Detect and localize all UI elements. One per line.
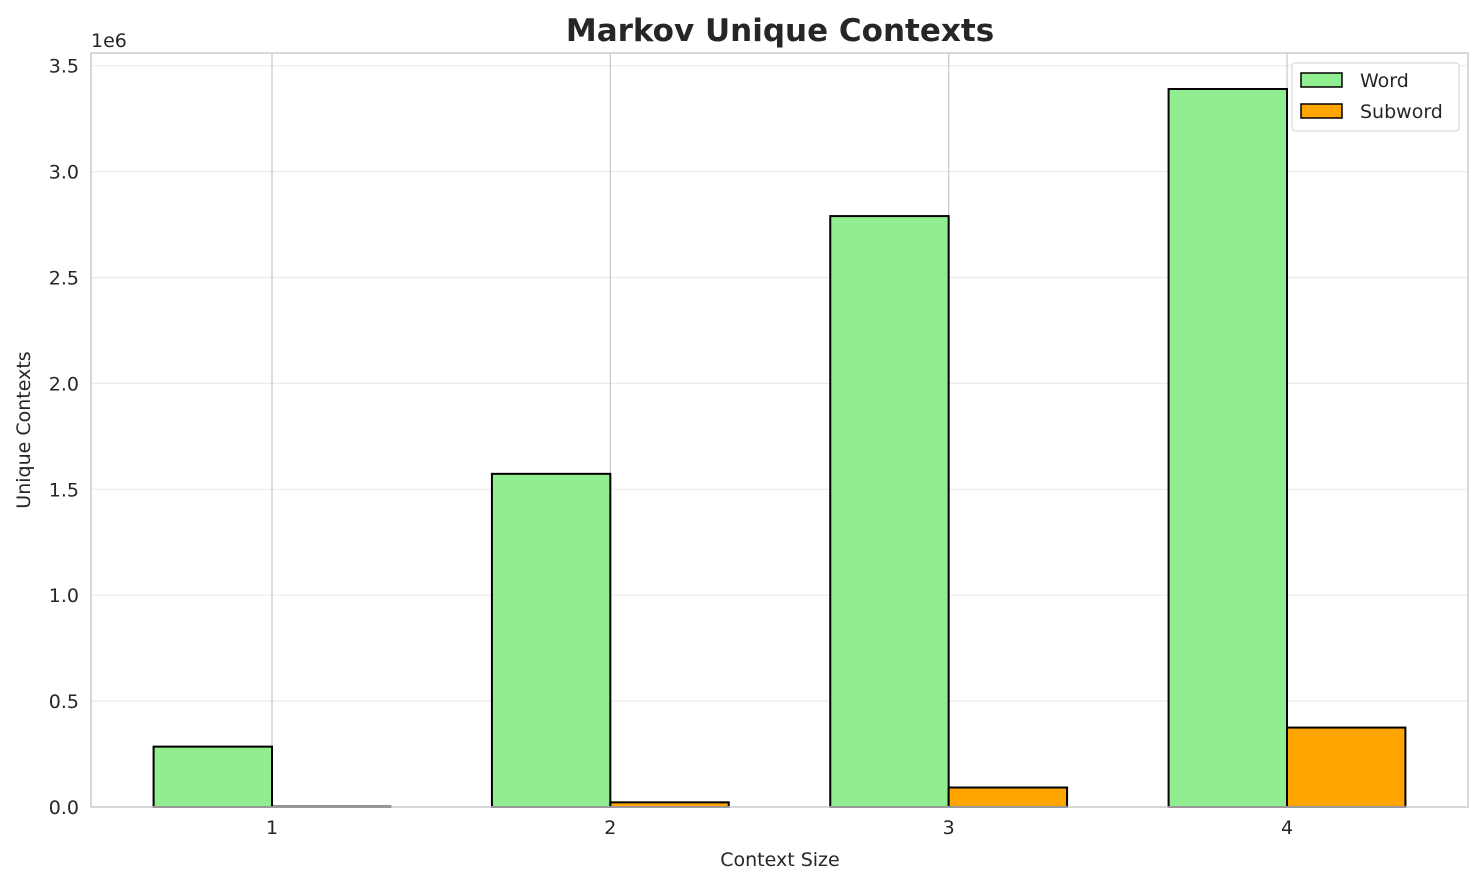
legend: Word Subword (1292, 63, 1459, 131)
y-tick-label: 3.5 (49, 56, 79, 78)
y-tick-label: 3.0 (49, 162, 79, 184)
bar-word-3 (830, 216, 948, 807)
y-offset-label: 1e6 (91, 30, 127, 52)
x-tick-label: 4 (1281, 817, 1293, 839)
y-tick-label: 0.0 (49, 797, 79, 819)
bar-subword-4 (1287, 728, 1405, 807)
y-tick-label: 0.5 (49, 691, 79, 713)
legend-swatch-subword (1301, 104, 1342, 118)
bar-word-4 (1169, 89, 1287, 807)
y-tick-label: 2.0 (49, 373, 79, 395)
legend-label-word: Word (1360, 70, 1409, 92)
y-tick-label: 1.0 (49, 585, 79, 607)
legend-swatch-word (1301, 73, 1342, 87)
x-tick-label: 3 (943, 817, 955, 839)
bar-word-1 (154, 747, 272, 807)
y-tick-label: 1.5 (49, 479, 79, 501)
x-tick-label: 1 (266, 817, 278, 839)
x-tick-label: 2 (604, 817, 616, 839)
y-tick-label: 2.5 (49, 268, 79, 290)
chart-title: Markov Unique Contexts (566, 13, 994, 49)
bar-subword-3 (949, 788, 1067, 807)
y-axis-label: Unique Contexts (13, 351, 35, 508)
x-axis-label: Context Size (720, 849, 839, 871)
legend-label-subword: Subword (1360, 101, 1443, 123)
bar-word-2 (492, 474, 610, 807)
